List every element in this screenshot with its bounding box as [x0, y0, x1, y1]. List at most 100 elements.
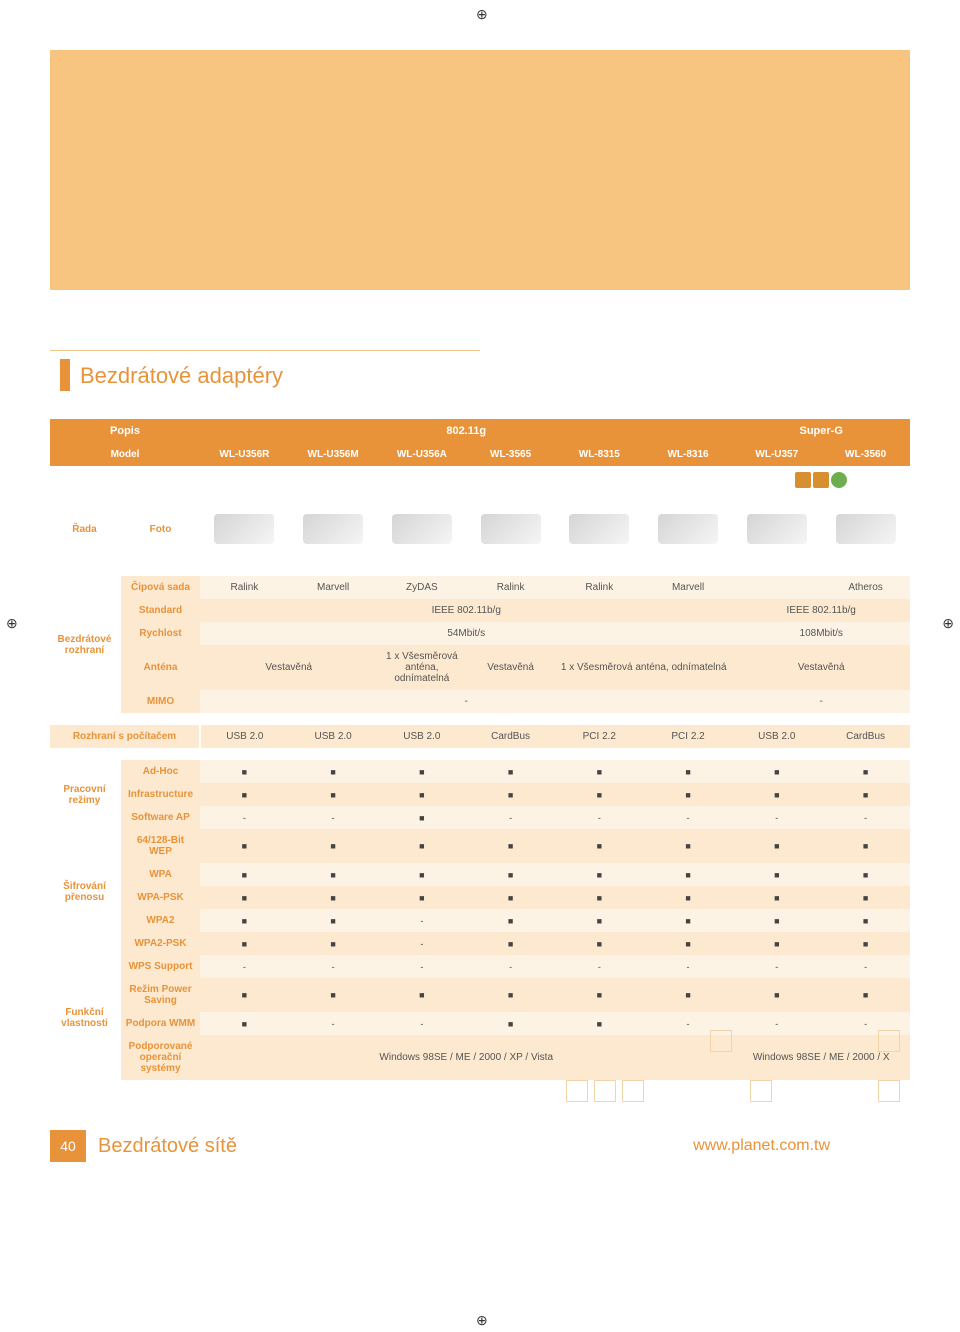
model-5: WL-8316 — [644, 443, 733, 466]
pcif-3: CardBus — [466, 725, 555, 748]
wps-2: - — [377, 955, 466, 978]
swap-4: - — [555, 806, 644, 829]
photo-0 — [200, 494, 289, 564]
wpapsk-2: ■ — [377, 886, 466, 909]
infra-7: ■ — [821, 783, 910, 806]
infra-3: ■ — [466, 783, 555, 806]
chipset-5: Marvell — [644, 576, 733, 599]
ps-1: ■ — [289, 978, 378, 1012]
swap-7: - — [821, 806, 910, 829]
row-antenna: Anténa — [120, 645, 200, 690]
antenna-4: Vestavěná — [732, 645, 910, 690]
wpa-7: ■ — [821, 863, 910, 886]
wpa2-7: ■ — [821, 909, 910, 932]
wpa2-1: ■ — [289, 909, 378, 932]
wps-6: - — [732, 955, 821, 978]
decorative-squares-lower — [566, 1080, 900, 1102]
pcif-6: USB 2.0 — [732, 725, 821, 748]
header-popis: Popis — [50, 419, 200, 443]
wpa2-2: - — [377, 909, 466, 932]
infra-0: ■ — [200, 783, 289, 806]
adhoc-1: ■ — [289, 760, 378, 783]
adhoc-0: ■ — [200, 760, 289, 783]
wpapsk-6: ■ — [732, 886, 821, 909]
infra-5: ■ — [644, 783, 733, 806]
swap-0: - — [200, 806, 289, 829]
wep-0: ■ — [200, 829, 289, 863]
wpa-0: ■ — [200, 863, 289, 886]
group-encryption: Šifrování přenosu — [50, 829, 120, 955]
wpa2-5: ■ — [644, 909, 733, 932]
row-mimo: MIMO — [120, 690, 200, 713]
chipset-0: Ralink — [200, 576, 289, 599]
photo-2 — [377, 494, 466, 564]
ps-7: ■ — [821, 978, 910, 1012]
section-divider — [50, 350, 480, 351]
wps-3: - — [466, 955, 555, 978]
wpapsk-4: ■ — [555, 886, 644, 909]
model-0: WL-U356R — [200, 443, 289, 466]
mimo-left: - — [200, 690, 732, 713]
row-wpapsk: WPA-PSK — [120, 886, 200, 909]
ps-5: ■ — [644, 978, 733, 1012]
chipset-4: Ralink — [555, 576, 644, 599]
chipset-3: Ralink — [466, 576, 555, 599]
page-number: 40 — [50, 1130, 86, 1162]
adhoc-3: ■ — [466, 760, 555, 783]
wmm-3: ■ — [466, 1012, 555, 1035]
row-powersaving: Režim Power Saving — [120, 978, 200, 1012]
ps-6: ■ — [732, 978, 821, 1012]
group-work-modes: Pracovní režimy — [50, 760, 120, 829]
spec-table: Popis 802.11g Super-G Model WL-U356R WL-… — [50, 419, 910, 1080]
wep-5: ■ — [644, 829, 733, 863]
pcif-4: PCI 2.2 — [555, 725, 644, 748]
row-wmm: Podpora WMM — [120, 1012, 200, 1035]
wpa-5: ■ — [644, 863, 733, 886]
photo-5 — [644, 494, 733, 564]
hero-banner — [50, 50, 910, 290]
wpapsk-1: ■ — [289, 886, 378, 909]
wps-5: - — [644, 955, 733, 978]
row-wpa2: WPA2 — [120, 909, 200, 932]
infra-6: ■ — [732, 783, 821, 806]
ps-0: ■ — [200, 978, 289, 1012]
section-title: Bezdrátové adaptéry — [50, 363, 910, 389]
wep-2: ■ — [377, 829, 466, 863]
header-model-label: Model — [50, 443, 200, 466]
group-rada: Řada — [50, 494, 120, 564]
wpa-2: ■ — [377, 863, 466, 886]
antenna-0: Vestavěná — [200, 645, 377, 690]
adhoc-5: ■ — [644, 760, 733, 783]
antenna-3: 1 x Všesměrová anténa, odnímatelná — [555, 645, 732, 690]
photo-1 — [289, 494, 378, 564]
model-6: WL-U357 — [732, 443, 821, 466]
chipset-1: Marvell — [289, 576, 378, 599]
header-superg: Super-G — [732, 419, 910, 443]
model-1: WL-U356M — [289, 443, 378, 466]
wpa2psk-7: ■ — [821, 932, 910, 955]
wps-7: - — [821, 955, 910, 978]
footer-url: www.planet.com.tw — [693, 1137, 830, 1155]
model-2: WL-U356A — [377, 443, 466, 466]
wpa2psk-2: - — [377, 932, 466, 955]
registration-mark-bottom: ⊕ — [476, 1312, 488, 1329]
speed-left: 54Mbit/s — [200, 622, 732, 645]
chipset-7: Atheros — [821, 576, 910, 599]
wep-3: ■ — [466, 829, 555, 863]
photo-6 — [732, 494, 821, 564]
row-adhoc: Ad-Hoc — [120, 760, 200, 783]
photo-7 — [821, 494, 910, 564]
wpapsk-5: ■ — [644, 886, 733, 909]
wep-4: ■ — [555, 829, 644, 863]
wpa2-6: ■ — [732, 909, 821, 932]
row-chipset: Čipová sada — [120, 576, 200, 599]
antenna-2: Vestavěná — [466, 645, 555, 690]
section-title-text: Bezdrátové adaptéry — [50, 363, 910, 389]
wpa-4: ■ — [555, 863, 644, 886]
pcif-2: USB 2.0 — [377, 725, 466, 748]
wep-7: ■ — [821, 829, 910, 863]
wpa-1: ■ — [289, 863, 378, 886]
group-pc-interface: Rozhraní s počítačem — [50, 725, 200, 748]
group-features: Funkční vlastnosti — [50, 955, 120, 1080]
wmm-4: ■ — [555, 1012, 644, 1035]
